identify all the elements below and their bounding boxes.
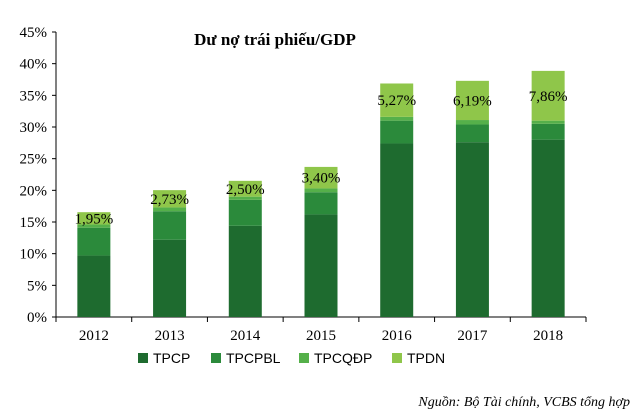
y-tick-label: 0%	[27, 310, 47, 326]
bar-tpcpbl-2014	[228, 199, 262, 226]
data-label-tpdn: 2,50%	[226, 182, 265, 198]
x-tick-label: 2017	[457, 328, 488, 344]
bar-tpcpbl-2016	[380, 120, 414, 144]
bar-tpcqđp-2015	[304, 188, 338, 193]
bar-tpcp-2018	[531, 139, 565, 317]
legend-swatch-tpcp	[138, 353, 148, 363]
legend-label: TPCPBL	[226, 350, 281, 366]
legend-swatch-tpcpbl	[211, 353, 221, 363]
y-tick-label: 15%	[20, 215, 48, 231]
bar-tpcpbl-2017	[455, 124, 489, 143]
bar-tpcp-2012	[77, 255, 111, 317]
legend-swatch-tpcqđp	[299, 353, 309, 363]
bar-tpcp-2016	[380, 143, 414, 317]
x-tick-label: 2015	[306, 328, 336, 344]
chart-legend: TPCP TPCPBL TPCQĐP TPDN	[138, 350, 445, 366]
bar-tpcqđp-2018	[531, 120, 565, 124]
bar-tpcpbl-2013	[153, 211, 187, 240]
bar-tpcpbl-2018	[531, 123, 565, 140]
bar-tpcpbl-2012	[77, 227, 111, 256]
chart-data-labels: 1,95% 2,73% 2,50% 3,40% 5,27% 6,19% 7,86%	[74, 89, 567, 228]
bar-tpdn-2015	[304, 166, 338, 189]
y-tick-label: 40%	[20, 57, 48, 73]
legend-label: TPDN	[407, 350, 445, 366]
chart-bars	[77, 70, 565, 317]
bar-tpdn-2018	[531, 70, 565, 121]
x-tick-label: 2014	[230, 328, 261, 344]
bar-tpcqđp-2016	[380, 116, 414, 121]
bar-tpcp-2015	[304, 214, 338, 317]
x-tick-label: 2018	[533, 328, 563, 344]
bar-tpcqđp-2017	[455, 120, 489, 125]
bar-tpdn-2017	[455, 80, 489, 121]
bar-tpcp-2014	[228, 225, 262, 317]
data-label-tpdn: 5,27%	[377, 93, 416, 109]
y-tick-label: 25%	[20, 152, 48, 168]
x-tick-label: 2012	[79, 328, 109, 344]
bar-tpcqđp-2014	[228, 196, 262, 200]
y-tick-label: 10%	[20, 247, 48, 263]
bar-tpcqđp-2012	[77, 224, 111, 228]
data-label-tpdn: 1,95%	[74, 211, 113, 227]
data-label-tpdn: 2,73%	[150, 192, 189, 208]
chart-title: Dư nợ trái phiếu/GDP	[194, 30, 356, 49]
y-tick-label: 35%	[20, 88, 48, 104]
x-tick-label: 2013	[155, 328, 185, 344]
data-label-tpdn: 6,19%	[453, 93, 492, 109]
legend-label: TPCP	[153, 350, 190, 366]
source-note: Nguồn: Bộ Tài chính, VCBS tổng hợp	[418, 395, 630, 410]
y-tick-label: 30%	[20, 120, 48, 136]
y-tick-label: 5%	[27, 278, 47, 294]
bar-tpcp-2017	[455, 142, 489, 317]
bar-tpcqđp-2013	[153, 207, 187, 212]
legend-swatch-tpdn	[392, 353, 402, 363]
bar-tpcp-2013	[153, 239, 187, 317]
bar-tpcpbl-2015	[304, 192, 338, 215]
y-tick-label: 20%	[20, 183, 48, 199]
chart-axes: 0% 5% 10% 15% 20% 25% 30% 35% 40% 45% 2012 2013 2014…	[20, 25, 587, 344]
bar-tpdn-2013	[153, 190, 187, 208]
data-label-tpdn: 7,86%	[529, 89, 568, 105]
bar-tpdn-2012	[77, 212, 111, 225]
y-tick-label: 45%	[20, 25, 48, 41]
legend-label: TPCQĐP	[314, 350, 372, 366]
bar-tpdn-2014	[228, 180, 262, 197]
bar-tpdn-2016	[380, 83, 414, 117]
data-label-tpdn: 3,40%	[302, 171, 341, 187]
x-tick-label: 2016	[382, 328, 413, 344]
